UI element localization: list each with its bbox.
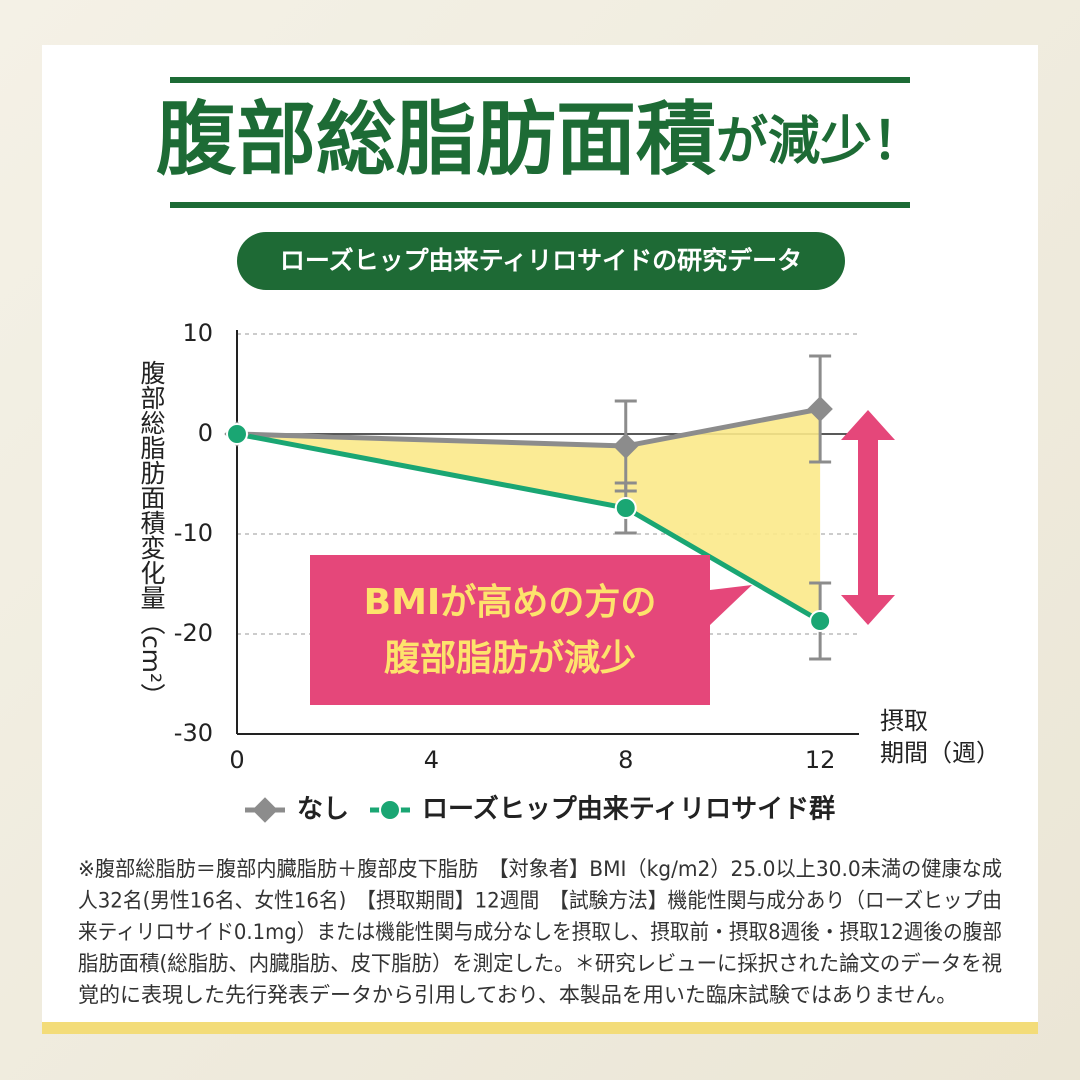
legend: なし ローズヒップ由来ティリロサイド群 bbox=[245, 794, 835, 825]
footnote-line: ※腹部総脂肪＝腹部内臓脂肪＋腹部皮下脂肪 【対象者】BMI（kg/m2）25.0… bbox=[78, 857, 1002, 881]
footnote: ※腹部総脂肪＝腹部内臓脂肪＋腹部皮下脂肪 【対象者】BMI（kg/m2）25.0… bbox=[78, 857, 1002, 1007]
legend-label: ローズヒップ由来ティリロサイド群 bbox=[422, 794, 835, 825]
legend-marker bbox=[379, 799, 401, 821]
x-tick-label: 12 bbox=[805, 746, 836, 774]
y-tick-label: -10 bbox=[174, 519, 213, 547]
difference-arrow bbox=[841, 410, 895, 625]
point bbox=[613, 433, 639, 459]
x-tick-label: 4 bbox=[424, 746, 439, 774]
footnote-line: 人32名(男性16名、女性16名) 【摂取期間】12週間 【試験方法】機能性関与… bbox=[78, 889, 1002, 913]
title-tail: が減少！ bbox=[716, 112, 924, 172]
title-rule bbox=[170, 202, 910, 208]
y-tick-label: 0 bbox=[198, 419, 213, 447]
footnote-line: 来ティリロサイド0.1mg）または機能性関与成分なしを摂取し、摂取前・摂取8週後… bbox=[78, 920, 1002, 944]
chart-title: 腹部総脂肪面積が減少！ bbox=[156, 93, 924, 186]
title-rule bbox=[170, 77, 910, 83]
callout-box bbox=[310, 555, 752, 705]
subtitle-pill bbox=[237, 232, 845, 290]
footnote-line: 脂肪面積(総脂肪、内臓脂肪、皮下脂肪）を測定した。＊研究レビューに採択された論文… bbox=[78, 952, 1002, 976]
y-tick-label: -30 bbox=[174, 719, 213, 747]
point bbox=[807, 396, 833, 422]
y-tick-label: -20 bbox=[174, 619, 213, 647]
callout-text: 腹部脂肪が減少 bbox=[384, 638, 636, 679]
difference-area bbox=[237, 409, 821, 621]
point bbox=[809, 610, 832, 632]
point bbox=[226, 423, 248, 445]
y-tick-label: 10 bbox=[182, 319, 213, 347]
subtitle: ローズヒップ由来ティリロサイドの研究データ bbox=[280, 246, 802, 275]
title-main: 腹部総脂肪面積 bbox=[156, 93, 716, 186]
plot-area: -30 -20 -10 0 10 0 4 8 12 bbox=[174, 319, 859, 774]
x-axis-label: 期間（週） bbox=[880, 739, 1000, 767]
callout-text: BMIが高めの方の bbox=[364, 582, 657, 623]
bottom-stripe bbox=[42, 1022, 1038, 1034]
x-tick-label: 0 bbox=[229, 746, 244, 774]
legend-marker bbox=[252, 797, 278, 823]
x-tick-label: 8 bbox=[618, 746, 633, 774]
legend-label: なし bbox=[297, 795, 349, 825]
point bbox=[614, 497, 637, 519]
x-axis-label: 摂取 bbox=[880, 707, 928, 735]
footnote-line: 覚的に表現した先行発表データから引用しており、本製品を用いた臨床試験ではありませ… bbox=[78, 983, 957, 1007]
y-axis-label: 腹部総脂肪面積変化量（cm²） bbox=[137, 360, 166, 708]
